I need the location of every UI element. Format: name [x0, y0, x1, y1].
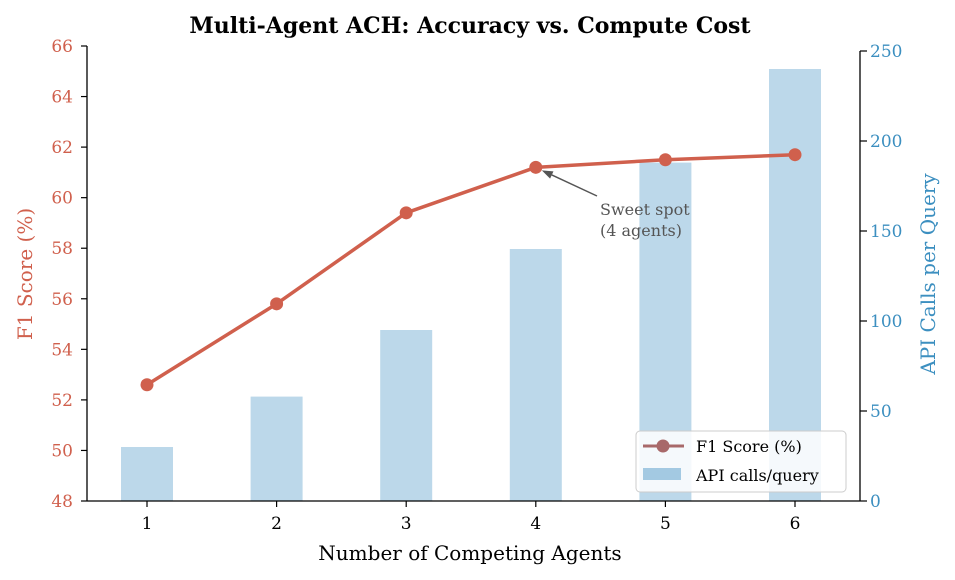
- x-tick-label: 2: [271, 514, 282, 534]
- x-tick-label: 4: [530, 514, 541, 534]
- line-series: [140, 148, 802, 392]
- x-tick-label: 6: [790, 514, 801, 534]
- left-tick-label: 54: [51, 340, 73, 360]
- left-tick-label: 58: [51, 239, 73, 259]
- right-axis-ticks: 0 50 100 150 200 250: [860, 42, 902, 512]
- y-axis-label-right: API Calls per Query: [916, 173, 940, 376]
- annotation-text-line1: Sweet spot: [600, 200, 690, 219]
- annotation-arrowhead: [541, 170, 554, 179]
- y-axis-label-left: F1 Score (%): [13, 208, 37, 340]
- annotation: Sweet spot (4 agents): [541, 170, 690, 240]
- legend-label-api: API calls/query: [695, 466, 819, 485]
- bar-6: [769, 69, 821, 501]
- f1-point-2: [270, 297, 284, 311]
- legend-label-f1: F1 Score (%): [696, 437, 802, 456]
- legend-marker-swatch: [656, 439, 670, 453]
- right-tick-label: 100: [870, 312, 902, 332]
- f1-point-5: [658, 153, 672, 167]
- right-tick-label: 0: [870, 492, 881, 512]
- left-tick-label: 64: [51, 88, 73, 108]
- left-tick-label: 66: [51, 37, 73, 57]
- left-tick-label: 56: [51, 290, 73, 310]
- right-tick-label: 250: [870, 42, 902, 62]
- annotation-text-line2: (4 agents): [600, 221, 682, 240]
- bar-1: [121, 447, 173, 501]
- right-tick-label: 150: [870, 222, 902, 242]
- x-axis-ticks: 1 2 3 4 5 6: [142, 501, 801, 534]
- f1-point-4: [529, 160, 543, 174]
- bar-4: [509, 249, 562, 501]
- right-tick-label: 200: [870, 132, 902, 152]
- f1-point-6: [788, 148, 802, 162]
- right-tick-label: 50: [870, 402, 892, 422]
- left-tick-label: 60: [51, 189, 73, 209]
- x-tick-label: 5: [660, 514, 671, 534]
- legend-bar-swatch: [643, 468, 681, 480]
- left-tick-label: 52: [51, 391, 73, 411]
- f1-line: [146, 152, 796, 387]
- annotation-arrow: [551, 174, 598, 197]
- f1-point-1: [140, 378, 154, 392]
- x-tick-label: 1: [142, 514, 153, 534]
- left-tick-label: 48: [51, 492, 73, 512]
- x-axis-label: Number of Competing Agents: [318, 541, 621, 565]
- bar-3: [380, 330, 433, 501]
- left-tick-label: 62: [51, 138, 73, 158]
- chart-title: Multi-Agent ACH: Accuracy vs. Compute Co…: [189, 13, 751, 39]
- x-tick-label: 3: [401, 514, 412, 534]
- bar-2: [250, 396, 303, 501]
- left-axis-ticks: 48 50 52 54 56 58 60 62 64 66: [51, 37, 87, 512]
- f1-point-3: [399, 206, 413, 220]
- legend-box: [635, 430, 847, 493]
- left-tick-label: 50: [51, 441, 73, 461]
- legend: F1 Score (%) API calls/query: [635, 430, 847, 493]
- axes: [86, 46, 861, 502]
